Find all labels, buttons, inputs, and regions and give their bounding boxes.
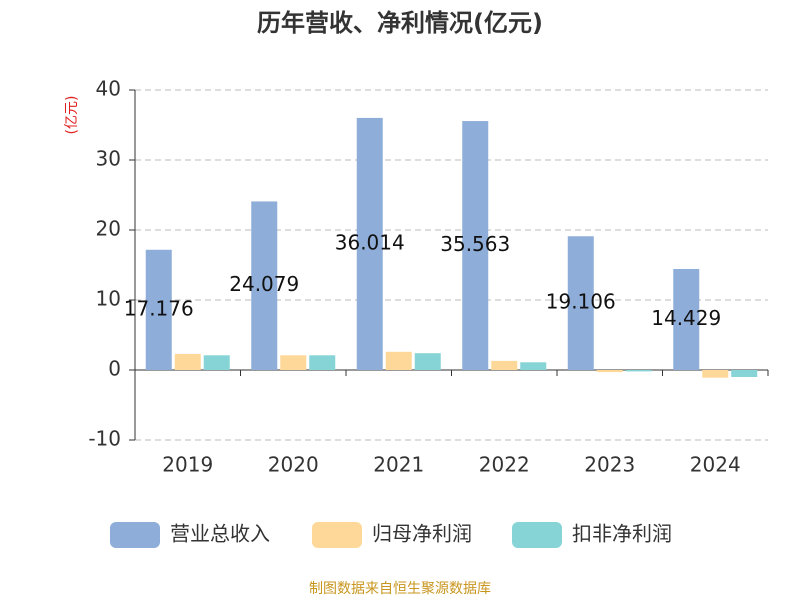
bar (356, 117, 383, 370)
bar (145, 249, 172, 370)
y-tick-label: 10 (96, 287, 121, 311)
bar (731, 370, 758, 377)
y-tick-label: -10 (88, 427, 121, 451)
chart-title: 历年营收、净利情况(亿元) (257, 9, 543, 37)
bar (702, 370, 729, 378)
bar (673, 268, 700, 370)
legend-swatch (312, 522, 362, 548)
bar (414, 353, 441, 370)
bar (520, 362, 547, 370)
source: 制图数据来自恒生聚源数据库 (309, 581, 491, 597)
data-label: 36.014 (335, 230, 405, 254)
data-label: 14.429 (651, 306, 721, 330)
legend-swatch (110, 522, 160, 548)
x-tick-label: 2021 (373, 453, 424, 477)
data-label: 24.079 (229, 272, 299, 296)
bar (174, 353, 201, 370)
bar (596, 370, 623, 373)
data-label: 35.563 (440, 232, 510, 256)
bar (280, 355, 307, 370)
y-tick-label: 40 (96, 77, 121, 101)
data-label: 19.106 (546, 290, 616, 314)
y-tick-label: 30 (96, 147, 121, 171)
bar (251, 201, 278, 370)
y-tick-label: 0 (108, 357, 121, 381)
data-label: 17.176 (124, 296, 194, 320)
bar (385, 351, 412, 370)
legend-label: 扣非净利润 (572, 522, 672, 546)
bar (491, 360, 518, 370)
legend-label: 营业总收入 (170, 522, 270, 546)
x-tick-label: 2023 (584, 453, 635, 477)
bar (203, 355, 230, 370)
y-axis-label: (亿元) (64, 96, 80, 135)
x-tick-label: 2020 (268, 453, 319, 477)
x-tick-label: 2024 (690, 453, 741, 477)
y-tick-label: 20 (96, 217, 121, 241)
bar (625, 370, 652, 372)
legend-label: 归母净利润 (372, 522, 472, 546)
x-tick-label: 2019 (162, 453, 213, 477)
bar (309, 355, 336, 370)
legend-swatch (512, 522, 562, 548)
bar (462, 121, 489, 371)
bar (567, 236, 594, 370)
x-tick-label: 2022 (479, 453, 530, 477)
